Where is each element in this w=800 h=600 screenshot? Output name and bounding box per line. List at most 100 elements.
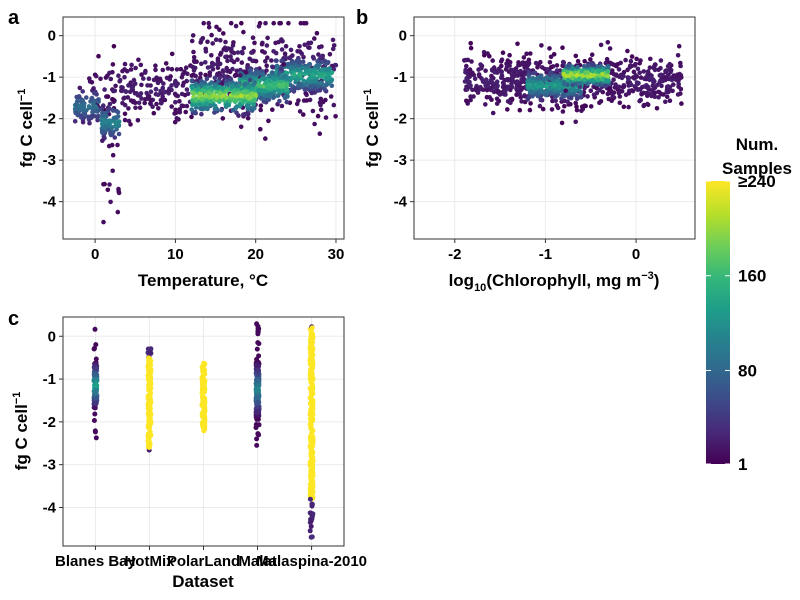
a-point — [318, 107, 324, 112]
b-point — [589, 52, 595, 57]
a-point — [207, 70, 213, 75]
a-point — [284, 99, 290, 105]
a-point — [302, 87, 308, 92]
a-point — [260, 49, 265, 54]
a-point — [234, 104, 239, 109]
a-point — [310, 54, 316, 60]
a-point — [252, 40, 257, 46]
b-point — [464, 87, 470, 92]
a-point — [144, 90, 149, 96]
a-point — [209, 64, 214, 69]
a-point — [116, 131, 122, 137]
c-point — [309, 392, 315, 398]
a-point — [286, 20, 291, 26]
b-point — [581, 63, 587, 69]
a-point — [246, 85, 251, 90]
b-point — [623, 57, 628, 63]
b-point — [600, 71, 605, 77]
a-point — [317, 100, 323, 105]
a-point — [220, 86, 225, 91]
a-point — [116, 190, 122, 196]
c-point — [309, 325, 315, 331]
a-point — [111, 44, 117, 49]
a-point — [180, 83, 186, 88]
c-point — [254, 367, 260, 372]
a-point — [160, 67, 166, 73]
b-point — [560, 45, 565, 50]
a-point — [318, 96, 324, 102]
a-point — [128, 122, 133, 127]
a-point — [136, 100, 142, 106]
a-point — [111, 108, 116, 113]
b-point — [519, 99, 524, 104]
a-point — [248, 95, 253, 100]
a-point — [150, 104, 155, 109]
b-point — [616, 90, 622, 96]
b-point — [590, 68, 595, 74]
a-point — [203, 49, 209, 54]
panel-b-grid — [414, 17, 695, 239]
b-point — [548, 76, 554, 82]
a-point — [159, 100, 164, 106]
b-point — [540, 83, 545, 89]
a-point — [91, 86, 96, 91]
b-point — [507, 52, 512, 58]
a-point — [317, 88, 323, 93]
a-point — [174, 116, 180, 121]
a-point — [239, 49, 245, 55]
a-point — [110, 62, 116, 67]
a-point — [327, 52, 333, 57]
b-point — [664, 89, 669, 95]
a-point — [249, 86, 255, 92]
b-point — [488, 87, 494, 93]
a-point — [81, 104, 87, 109]
b-point — [476, 72, 482, 77]
a-point — [296, 67, 301, 72]
panel-b-ticks: 0 -1 -2 -3 -4 -2 -1 0 — [394, 28, 641, 263]
b-point — [492, 70, 498, 75]
c-point — [308, 339, 314, 344]
b-point — [659, 83, 664, 89]
b-x-tick-label: -1 — [539, 246, 552, 263]
a-point — [84, 95, 89, 100]
a-point — [258, 96, 264, 101]
a-point — [220, 116, 226, 121]
c-point — [254, 356, 260, 362]
a-point — [163, 61, 169, 66]
b-point — [598, 99, 604, 104]
c-point — [93, 400, 99, 406]
a-point — [258, 107, 264, 113]
b-point — [605, 68, 611, 74]
b-point — [548, 65, 554, 70]
a-point — [329, 83, 335, 88]
c-point — [308, 523, 314, 529]
a-point — [279, 58, 284, 64]
c-point — [309, 362, 315, 368]
a-point — [246, 103, 251, 109]
b-point — [547, 60, 553, 65]
b-point — [481, 87, 486, 92]
b-point — [645, 69, 651, 74]
a-point — [131, 77, 137, 83]
c-point — [201, 395, 207, 400]
c-point — [202, 371, 208, 377]
a-point — [169, 83, 174, 88]
a-point — [120, 85, 125, 90]
c-point — [255, 394, 260, 400]
b-point — [468, 45, 474, 51]
b-point — [611, 90, 617, 95]
b-point — [626, 75, 632, 81]
b-point — [499, 74, 505, 80]
c-point — [254, 363, 260, 369]
c-point — [310, 480, 316, 486]
a-point — [199, 111, 204, 117]
b-point — [617, 100, 623, 106]
a-point — [201, 20, 206, 26]
b-point — [610, 94, 615, 99]
c-point — [309, 366, 315, 372]
a-point — [270, 107, 275, 112]
b-point — [525, 85, 531, 90]
a-point — [115, 142, 120, 148]
c-point — [309, 457, 315, 463]
b-point — [588, 73, 594, 79]
